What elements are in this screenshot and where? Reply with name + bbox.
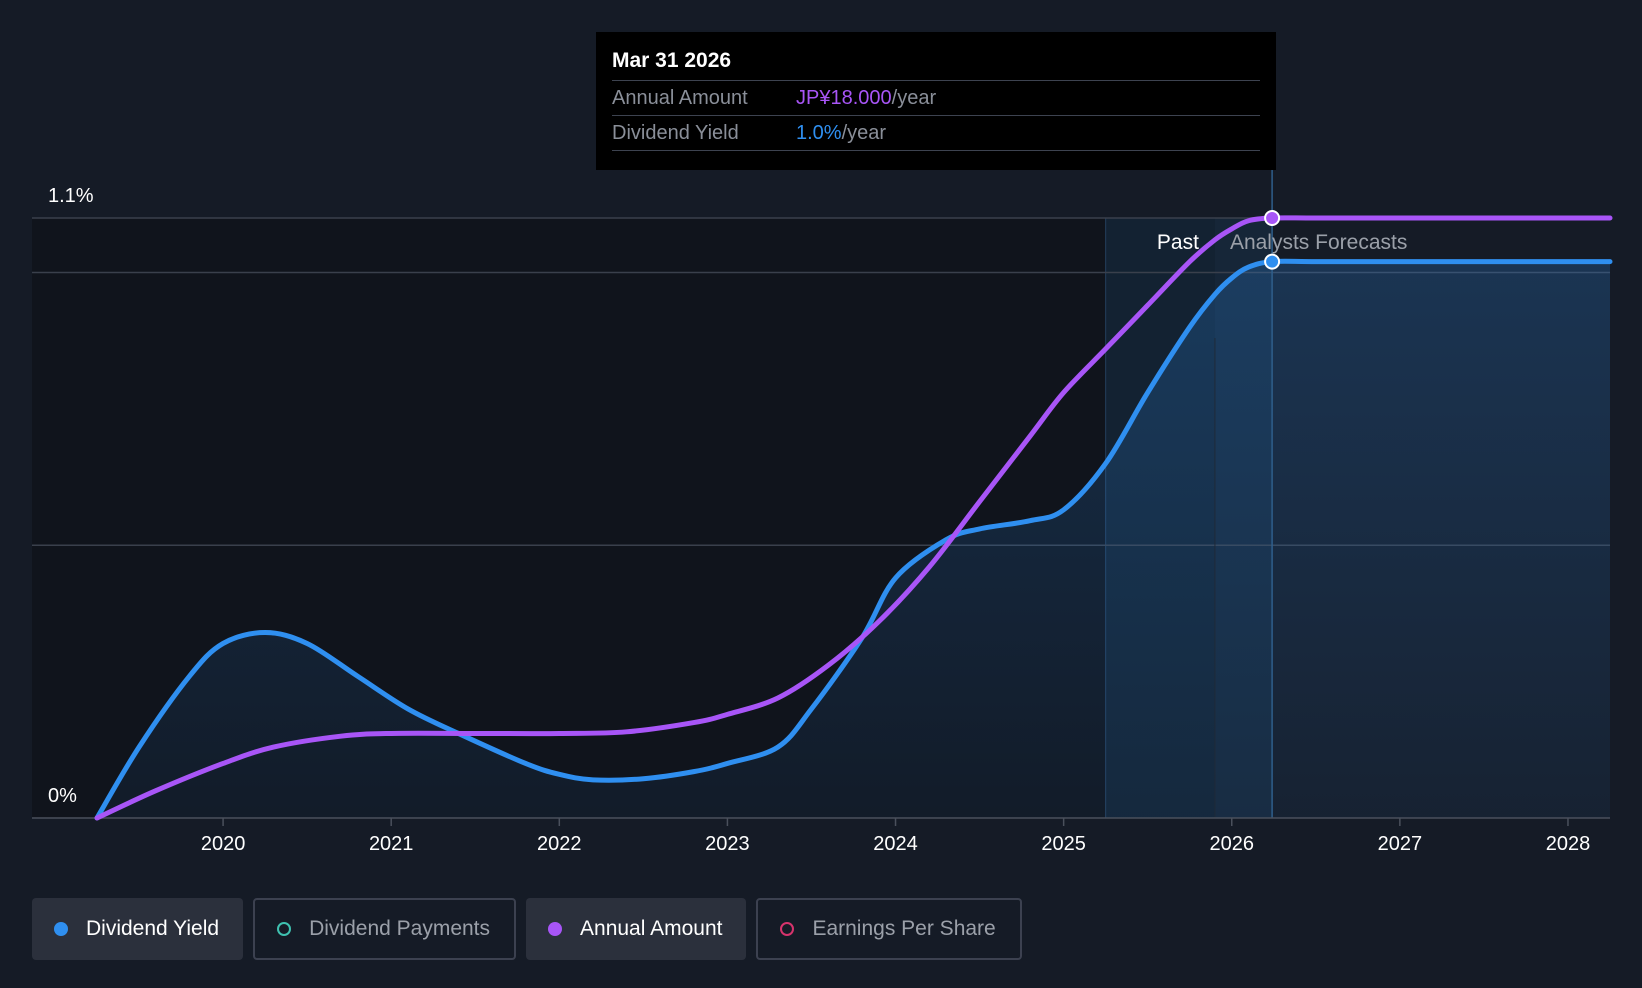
- forecast-label: Analysts Forecasts: [1230, 231, 1407, 254]
- earnings-per-share-circle-icon: [780, 922, 795, 936]
- legend: Dividend Yield Dividend Payments Annual …: [32, 898, 1032, 960]
- x-tick-label: 2024: [873, 833, 918, 855]
- x-tick-label: 2026: [1210, 833, 1255, 855]
- tooltip-annual-row: Annual Amount JP¥18.000 /year: [612, 80, 1260, 115]
- annual-amount-line: [94, 215, 1613, 821]
- dividend-yield-line: [94, 258, 1613, 821]
- legend-earnings-per-share-button[interactable]: Earnings Per Share: [756, 898, 1022, 960]
- x-tick-label: 2023: [705, 833, 750, 855]
- annual-amount-dot-icon: [548, 922, 563, 936]
- x-tick-label: 2027: [1378, 833, 1423, 855]
- tooltip-annual-value: JP¥18.000: [796, 87, 892, 109]
- x-tick-label: 2025: [1041, 833, 1086, 855]
- y-axis-label-top: 1.1%: [48, 185, 94, 207]
- tooltip-yield-unit: /year: [841, 122, 887, 144]
- legend-dividend-payments-button[interactable]: Dividend Payments: [253, 898, 517, 960]
- tooltip-annual-unit: /year: [891, 87, 937, 109]
- legend-label: Dividend Yield: [86, 917, 220, 940]
- past-label: Past: [1157, 231, 1199, 254]
- annual-amount-marker: [1264, 210, 1281, 226]
- x-tick-label: 2022: [537, 833, 582, 855]
- dividend-yield-area: [97, 261, 1610, 818]
- dividend-yield-marker: [1264, 253, 1281, 270]
- x-tick-label: 2020: [201, 833, 246, 855]
- legend-label: Dividend Payments: [309, 917, 491, 940]
- x-tick-label: 2021: [369, 833, 414, 855]
- tooltip-yield-label: Dividend Yield: [612, 122, 739, 144]
- y-axis-label-bottom: 0%: [48, 785, 77, 807]
- tooltip-yield-value: 1.0%: [796, 122, 842, 144]
- legend-dividend-yield-button[interactable]: Dividend Yield: [32, 898, 244, 960]
- legend-annual-amount-button[interactable]: Annual Amount: [526, 898, 747, 960]
- dividend-payments-circle-icon: [277, 922, 292, 936]
- tooltip-date: Mar 31 2026: [612, 49, 732, 72]
- legend-label: Annual Amount: [580, 917, 723, 940]
- dividend-yield-dot-icon: [54, 922, 68, 936]
- tooltip-annual-label: Annual Amount: [612, 87, 748, 109]
- tooltip-yield-row: Dividend Yield 1.0% /year: [612, 115, 1260, 151]
- tooltip: Mar 31 2026 Annual Amount JP¥18.000 /yea…: [596, 32, 1276, 170]
- x-tick-label: 2028: [1546, 833, 1591, 855]
- legend-label: Earnings Per Share: [812, 917, 996, 940]
